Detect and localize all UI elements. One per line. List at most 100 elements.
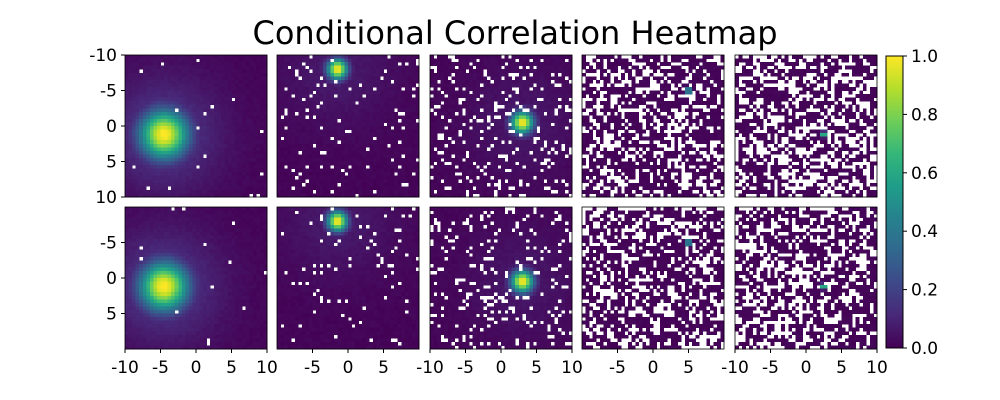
heatmap-cell — [142, 154, 147, 159]
heatmap-cell — [256, 111, 261, 116]
heatmap-cell — [486, 154, 491, 159]
heatmap-cell — [333, 58, 338, 63]
heatmap-cell — [568, 86, 573, 91]
heatmap-cell — [681, 90, 686, 95]
heatmap-cell — [383, 58, 388, 63]
heatmap-cell — [561, 104, 566, 109]
heatmap-cell — [142, 104, 147, 109]
heatmap-cell — [458, 69, 463, 74]
heatmap-cell — [401, 108, 406, 113]
heatmap-cell — [217, 104, 222, 109]
heatmap-cell — [543, 62, 548, 66]
heatmap-cell — [192, 69, 197, 74]
heatmap-cell — [469, 69, 473, 74]
heatmap-cell — [252, 182, 257, 187]
heatmap-cell — [199, 189, 204, 194]
heatmap-cell — [511, 179, 516, 184]
heatmap-cell — [164, 154, 168, 159]
heatmap-cell — [458, 157, 463, 162]
heatmap-cell — [369, 115, 374, 120]
heatmap-cell — [210, 108, 215, 113]
heatmap-cell — [525, 72, 530, 77]
heatmap-cell — [617, 111, 622, 116]
heatmap-cell — [568, 133, 573, 137]
heatmap-cell — [379, 122, 384, 127]
heatmap-cell — [224, 150, 229, 155]
heatmap-cell — [372, 62, 377, 66]
heatmap-cell — [554, 58, 559, 63]
heatmap-cell — [323, 189, 327, 194]
heatmap-cell — [330, 179, 335, 184]
heatmap-cell — [128, 58, 133, 63]
heatmap-cell — [167, 172, 172, 176]
heatmap-cell — [550, 115, 555, 120]
heatmap-cell — [149, 55, 154, 59]
heatmap-panel-r1-c4 — [581, 54, 725, 198]
heatmap-cell — [326, 86, 331, 91]
heatmap-cell — [181, 154, 186, 159]
heatmap-cell — [709, 69, 714, 74]
heatmap-cell — [171, 129, 175, 134]
heatmap-cell — [376, 129, 381, 134]
heatmap-cell — [192, 168, 197, 173]
heatmap-cell — [135, 165, 140, 169]
heatmap-cell — [252, 172, 257, 176]
heatmap-cell — [508, 126, 512, 130]
heatmap-cell — [348, 97, 352, 102]
heatmap-cell — [256, 108, 261, 113]
heatmap-cell — [408, 161, 413, 166]
heatmap-cell — [231, 172, 236, 176]
heatmap-cell — [720, 90, 725, 95]
heatmap-cell — [543, 76, 548, 81]
heatmap-cell — [333, 133, 338, 137]
heatmap-cell — [227, 126, 232, 130]
heatmap-cell — [383, 133, 388, 137]
heatmap-cell — [543, 172, 548, 176]
heatmap-cell — [153, 86, 158, 91]
heatmap-cell — [617, 97, 622, 102]
heatmap-cell — [702, 55, 707, 59]
heatmap-cell — [213, 136, 218, 141]
heatmap-cell — [550, 150, 555, 155]
heatmap-cell — [164, 108, 168, 113]
heatmap-cell — [263, 172, 268, 176]
heatmap-cell — [319, 111, 324, 116]
heatmap-cell — [277, 72, 281, 77]
heatmap-cell — [142, 83, 147, 88]
heatmap-cell — [476, 150, 480, 155]
heatmap-cell — [181, 108, 186, 113]
heatmap-cell — [497, 94, 502, 98]
heatmap-cell — [238, 104, 243, 109]
heatmap-cell — [340, 97, 345, 102]
heatmap-cell — [543, 193, 548, 198]
heatmap-cell — [390, 140, 395, 145]
heatmap-cell — [355, 165, 359, 169]
heatmap-cell — [125, 182, 129, 187]
heatmap-cell — [394, 165, 398, 169]
heatmap-cell — [447, 83, 452, 88]
heatmap-cell — [259, 154, 264, 159]
heatmap-cell — [472, 97, 477, 102]
heatmap-cell — [277, 161, 281, 166]
heatmap-cell — [401, 115, 406, 120]
heatmap-cell — [613, 58, 618, 63]
heatmap-cell — [504, 108, 509, 113]
heatmap-cell — [362, 140, 367, 145]
heatmap-cell — [344, 72, 349, 77]
heatmap-cell — [469, 147, 473, 152]
heatmap-cell — [213, 182, 218, 187]
heatmap-cell — [153, 62, 158, 66]
heatmap-cell — [447, 189, 452, 194]
heatmap-cell — [415, 168, 420, 173]
heatmap-cell — [358, 104, 363, 109]
heatmap-cell — [312, 65, 317, 70]
heatmap-cell — [284, 133, 288, 137]
heatmap-cell — [149, 165, 154, 169]
heatmap-cell — [340, 65, 345, 70]
heatmap-cell — [305, 172, 310, 176]
heatmap-cell — [469, 101, 473, 105]
heatmap-cell — [645, 62, 650, 66]
heatmap-cell — [164, 83, 168, 88]
heatmap-cell — [238, 150, 243, 155]
heatmap-cell — [469, 140, 473, 145]
